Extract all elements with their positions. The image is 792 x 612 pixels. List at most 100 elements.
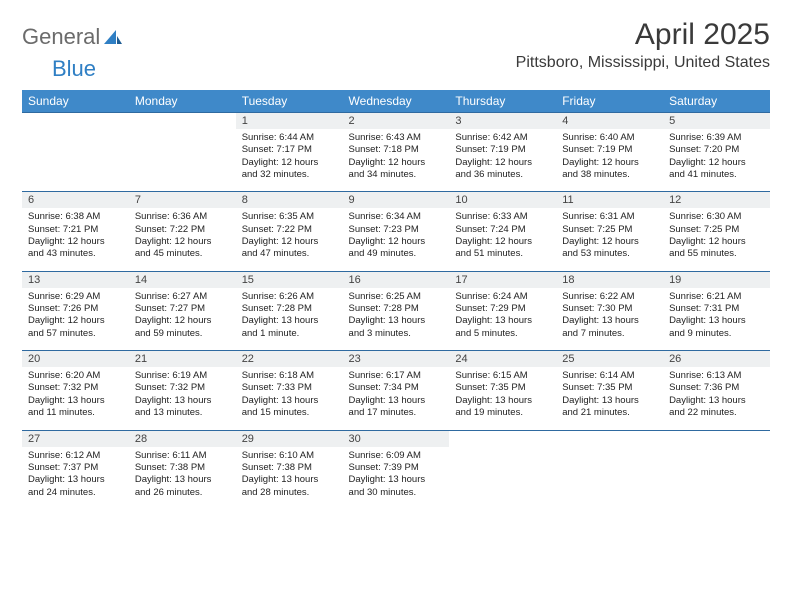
daylight-text-2: and 30 minutes. [349, 487, 444, 499]
detail-row: Sunrise: 6:29 AMSunset: 7:26 PMDaylight:… [22, 288, 770, 351]
daynum-row: 6789101112 [22, 192, 770, 209]
sunrise-text: Sunrise: 6:22 AM [562, 291, 657, 303]
daylight-text-2: and 55 minutes. [669, 248, 764, 260]
day-number-cell: 21 [129, 351, 236, 368]
sunrise-text: Sunrise: 6:21 AM [669, 291, 764, 303]
daylight-text-1: Daylight: 12 hours [28, 315, 123, 327]
day-detail-cell: Sunrise: 6:27 AMSunset: 7:27 PMDaylight:… [129, 288, 236, 351]
day-detail-cell: Sunrise: 6:24 AMSunset: 7:29 PMDaylight:… [449, 288, 556, 351]
day-detail-cell: Sunrise: 6:14 AMSunset: 7:35 PMDaylight:… [556, 367, 663, 430]
sunrise-text: Sunrise: 6:26 AM [242, 291, 337, 303]
brand-logo: General [22, 18, 124, 50]
daylight-text-1: Daylight: 12 hours [28, 236, 123, 248]
day-detail-cell: Sunrise: 6:33 AMSunset: 7:24 PMDaylight:… [449, 208, 556, 271]
daylight-text-1: Daylight: 13 hours [135, 395, 230, 407]
location-text: Pittsboro, Mississippi, United States [516, 54, 770, 72]
month-title: April 2025 [516, 18, 770, 52]
sunset-text: Sunset: 7:21 PM [28, 224, 123, 236]
sunset-text: Sunset: 7:24 PM [455, 224, 550, 236]
daylight-text-2: and 28 minutes. [242, 487, 337, 499]
day-detail-cell: Sunrise: 6:40 AMSunset: 7:19 PMDaylight:… [556, 129, 663, 192]
daylight-text-1: Daylight: 13 hours [349, 315, 444, 327]
day-number-cell: 7 [129, 192, 236, 209]
daylight-text-1: Daylight: 13 hours [562, 315, 657, 327]
day-detail-cell: Sunrise: 6:17 AMSunset: 7:34 PMDaylight:… [343, 367, 450, 430]
daylight-text-2: and 41 minutes. [669, 169, 764, 181]
weekday-header-row: Sunday Monday Tuesday Wednesday Thursday… [22, 90, 770, 113]
sunrise-text: Sunrise: 6:19 AM [135, 370, 230, 382]
sunset-text: Sunset: 7:33 PM [242, 382, 337, 394]
day-detail-cell: Sunrise: 6:18 AMSunset: 7:33 PMDaylight:… [236, 367, 343, 430]
daynum-row: 12345 [22, 113, 770, 130]
day-number-cell [129, 113, 236, 130]
sunset-text: Sunset: 7:17 PM [242, 144, 337, 156]
day-detail-cell: Sunrise: 6:29 AMSunset: 7:26 PMDaylight:… [22, 288, 129, 351]
daylight-text-2: and 21 minutes. [562, 407, 657, 419]
daylight-text-1: Daylight: 12 hours [455, 157, 550, 169]
day-detail-cell: Sunrise: 6:25 AMSunset: 7:28 PMDaylight:… [343, 288, 450, 351]
daylight-text-2: and 5 minutes. [455, 328, 550, 340]
sunset-text: Sunset: 7:22 PM [135, 224, 230, 236]
sunset-text: Sunset: 7:27 PM [135, 303, 230, 315]
daylight-text-1: Daylight: 13 hours [135, 474, 230, 486]
day-detail-cell: Sunrise: 6:15 AMSunset: 7:35 PMDaylight:… [449, 367, 556, 430]
sunset-text: Sunset: 7:19 PM [562, 144, 657, 156]
daylight-text-2: and 49 minutes. [349, 248, 444, 260]
daylight-text-2: and 47 minutes. [242, 248, 337, 260]
daylight-text-2: and 38 minutes. [562, 169, 657, 181]
daylight-text-2: and 51 minutes. [455, 248, 550, 260]
sunset-text: Sunset: 7:35 PM [562, 382, 657, 394]
day-detail-cell: Sunrise: 6:12 AMSunset: 7:37 PMDaylight:… [22, 447, 129, 509]
day-detail-cell: Sunrise: 6:20 AMSunset: 7:32 PMDaylight:… [22, 367, 129, 430]
brand-part2: Blue [52, 56, 96, 81]
daylight-text-1: Daylight: 13 hours [669, 395, 764, 407]
day-number-cell: 8 [236, 192, 343, 209]
sunset-text: Sunset: 7:28 PM [242, 303, 337, 315]
day-detail-cell [449, 447, 556, 509]
day-detail-cell [663, 447, 770, 509]
sunrise-text: Sunrise: 6:27 AM [135, 291, 230, 303]
daylight-text-1: Daylight: 13 hours [28, 474, 123, 486]
daylight-text-1: Daylight: 13 hours [562, 395, 657, 407]
sunset-text: Sunset: 7:20 PM [669, 144, 764, 156]
daylight-text-1: Daylight: 13 hours [455, 315, 550, 327]
calendar-page: General April 2025 Pittsboro, Mississipp… [0, 0, 792, 527]
sunset-text: Sunset: 7:37 PM [28, 462, 123, 474]
day-number-cell: 5 [663, 113, 770, 130]
sunset-text: Sunset: 7:25 PM [562, 224, 657, 236]
day-detail-cell: Sunrise: 6:43 AMSunset: 7:18 PMDaylight:… [343, 129, 450, 192]
day-number-cell: 18 [556, 271, 663, 288]
daylight-text-2: and 32 minutes. [242, 169, 337, 181]
day-number-cell: 16 [343, 271, 450, 288]
day-number-cell: 26 [663, 351, 770, 368]
sunset-text: Sunset: 7:38 PM [135, 462, 230, 474]
sunrise-text: Sunrise: 6:12 AM [28, 450, 123, 462]
daylight-text-2: and 53 minutes. [562, 248, 657, 260]
sunset-text: Sunset: 7:38 PM [242, 462, 337, 474]
sunrise-text: Sunrise: 6:36 AM [135, 211, 230, 223]
daylight-text-1: Daylight: 13 hours [242, 395, 337, 407]
daylight-text-1: Daylight: 12 hours [455, 236, 550, 248]
day-number-cell: 3 [449, 113, 556, 130]
daylight-text-2: and 15 minutes. [242, 407, 337, 419]
day-number-cell: 2 [343, 113, 450, 130]
detail-row: Sunrise: 6:44 AMSunset: 7:17 PMDaylight:… [22, 129, 770, 192]
daylight-text-1: Daylight: 12 hours [349, 157, 444, 169]
day-detail-cell: Sunrise: 6:39 AMSunset: 7:20 PMDaylight:… [663, 129, 770, 192]
day-number-cell: 22 [236, 351, 343, 368]
sunset-text: Sunset: 7:31 PM [669, 303, 764, 315]
day-detail-cell [129, 129, 236, 192]
sunset-text: Sunset: 7:35 PM [455, 382, 550, 394]
sunrise-text: Sunrise: 6:38 AM [28, 211, 123, 223]
brand-part1: General [22, 24, 100, 50]
sunrise-text: Sunrise: 6:35 AM [242, 211, 337, 223]
weekday-header: Wednesday [343, 90, 450, 113]
sunset-text: Sunset: 7:39 PM [349, 462, 444, 474]
sunrise-text: Sunrise: 6:14 AM [562, 370, 657, 382]
sunset-text: Sunset: 7:18 PM [349, 144, 444, 156]
daylight-text-2: and 17 minutes. [349, 407, 444, 419]
calendar-table: Sunday Monday Tuesday Wednesday Thursday… [22, 90, 770, 509]
daylight-text-1: Daylight: 12 hours [562, 236, 657, 248]
sunset-text: Sunset: 7:32 PM [135, 382, 230, 394]
day-number-cell: 20 [22, 351, 129, 368]
